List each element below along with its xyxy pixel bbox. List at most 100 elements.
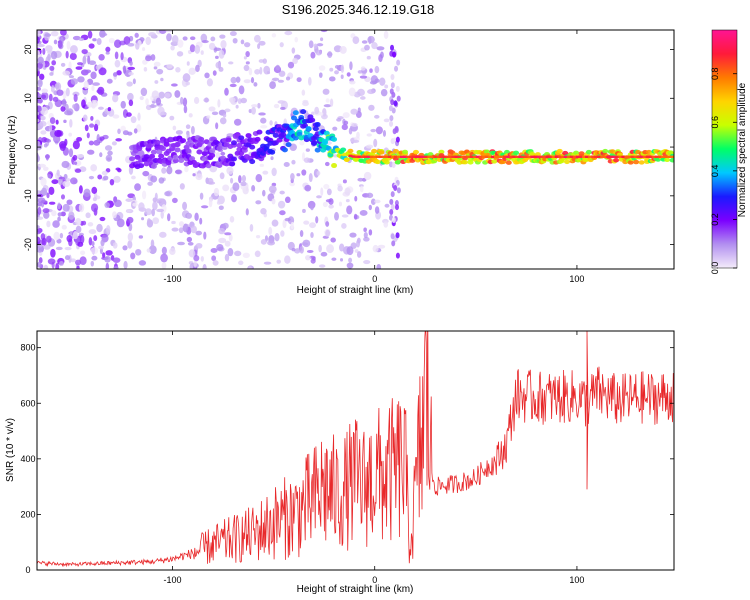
artifact-blob	[389, 115, 394, 122]
snr-y-tick-label: 600	[20, 398, 35, 408]
noise-blob	[182, 223, 189, 233]
noise-blob	[88, 229, 97, 235]
noise-blob	[360, 66, 366, 71]
artifact-blob	[391, 240, 396, 247]
noise-blob	[55, 246, 63, 251]
noise-blob	[37, 43, 45, 48]
noise-blob	[213, 187, 220, 197]
noise-blob	[77, 76, 85, 83]
noise-blob	[210, 248, 218, 253]
noise-blob	[78, 203, 85, 213]
noise-blob	[224, 232, 232, 236]
noise-blob	[349, 80, 356, 85]
noise-blob	[98, 106, 104, 110]
noise-blob	[262, 189, 266, 197]
ridge-blob	[300, 109, 307, 115]
ridge-blob	[438, 149, 445, 155]
noise-blob	[310, 51, 316, 59]
noise-blob	[260, 117, 267, 124]
ridge-blob	[558, 158, 565, 164]
noise-blob	[78, 185, 83, 194]
noise-blob	[188, 67, 196, 75]
noise-blob	[340, 258, 344, 262]
noise-blob	[219, 117, 227, 125]
noise-blob	[37, 230, 41, 235]
noise-blob	[37, 106, 42, 112]
noise-blob	[92, 82, 100, 86]
noise-blob	[329, 76, 336, 82]
noise-blob	[271, 167, 277, 177]
noise-blob	[192, 173, 196, 177]
noise-blob	[351, 139, 360, 143]
spectrogram-y-tick-label: 10	[23, 93, 33, 103]
noise-blob	[49, 65, 55, 71]
noise-blob	[88, 237, 93, 246]
ridge-blob	[285, 142, 292, 148]
noise-blob	[87, 101, 93, 108]
noise-blob	[123, 260, 128, 269]
noise-blob	[363, 236, 370, 242]
noise-blob	[314, 106, 320, 115]
noise-blob	[240, 39, 245, 45]
snr-y-tick-label: 200	[20, 509, 35, 519]
noise-blob	[215, 152, 221, 159]
noise-blob	[105, 262, 110, 269]
noise-blob	[371, 42, 378, 50]
ridge-blob	[311, 141, 318, 147]
ridge-core	[645, 155, 650, 159]
ridge-core	[406, 155, 411, 159]
noise-blob	[80, 250, 86, 256]
noise-blob	[126, 112, 132, 117]
noise-blob	[46, 192, 50, 199]
ridge-core	[503, 155, 508, 159]
noise-blob	[96, 37, 102, 45]
noise-blob	[50, 30, 59, 37]
noise-blob	[129, 60, 133, 66]
noise-blob	[112, 114, 120, 119]
ridge-core	[588, 155, 593, 159]
noise-blob	[376, 264, 382, 269]
noise-blob	[130, 116, 137, 124]
noise-blob	[53, 231, 60, 241]
noise-blob	[165, 30, 174, 33]
ridge-core	[424, 155, 429, 159]
ridge-blob	[301, 123, 308, 129]
artifact-blob	[390, 191, 395, 198]
ridge-blob	[491, 159, 498, 164]
noise-blob	[102, 252, 106, 259]
noise-blob	[83, 188, 91, 198]
ridge-core	[618, 155, 623, 159]
noise-blob	[185, 124, 191, 130]
noise-blob	[346, 262, 354, 269]
noise-blob	[195, 242, 203, 249]
noise-blob	[41, 237, 47, 246]
noise-blob	[383, 118, 390, 123]
noise-blob	[294, 36, 299, 43]
spectrogram-y-axis-label: Frequency (Hz)	[7, 116, 18, 185]
noise-blob	[384, 203, 390, 208]
ridge-core	[591, 155, 596, 159]
noise-blob	[363, 171, 372, 181]
ridge-blob	[156, 149, 163, 155]
noise-blob	[64, 246, 72, 251]
noise-blob	[194, 212, 199, 222]
noise-blob	[250, 77, 255, 84]
spectrogram-y-tick-label: -20	[23, 238, 33, 251]
ridge-blob	[158, 153, 165, 159]
noise-blob	[309, 222, 317, 229]
ridge-core	[348, 154, 353, 158]
noise-blob	[200, 205, 209, 209]
noise-blob	[363, 227, 367, 233]
noise-blob	[50, 248, 56, 258]
noise-blob	[171, 35, 179, 45]
artifact-blob	[390, 203, 395, 210]
noise-blob	[177, 39, 184, 48]
noise-blob	[217, 99, 221, 108]
noise-blob	[65, 87, 70, 97]
ridge-blob	[309, 117, 316, 123]
noise-blob	[156, 68, 164, 75]
noise-blob	[114, 199, 122, 208]
noise-blob	[382, 130, 387, 137]
noise-blob	[322, 88, 330, 95]
ridge-blob	[172, 158, 179, 164]
